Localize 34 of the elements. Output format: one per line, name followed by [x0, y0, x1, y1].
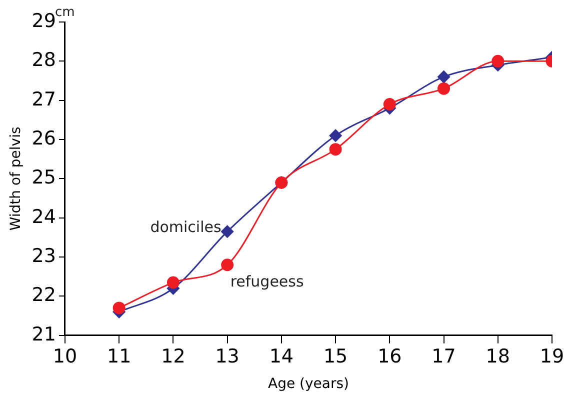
y-tick-label: 25 — [32, 166, 56, 189]
point — [492, 54, 504, 68]
series-label: domiciles — [150, 218, 222, 236]
y-axis-title: Width of pelvis — [8, 126, 24, 231]
y-tick-label: 21 — [32, 323, 56, 346]
x-tick-label: 12 — [161, 346, 186, 368]
point — [329, 129, 342, 142]
x-tick-label: 19 — [540, 346, 564, 368]
point — [221, 225, 234, 238]
y-tick-label: 26 — [32, 127, 56, 150]
x-tick-label: 14 — [269, 346, 294, 368]
point — [112, 302, 126, 314]
point — [438, 82, 450, 95]
y-tick-label: 22 — [32, 284, 56, 306]
y-tick-label: 27 — [32, 88, 56, 110]
y-tick-label: 24 — [32, 206, 56, 228]
y-tick-label: 23 — [32, 244, 56, 267]
point — [221, 258, 234, 272]
x-tick-label: 18 — [486, 346, 510, 368]
x-tick-label: 11 — [106, 346, 132, 368]
x-tick-label: 10 — [52, 346, 78, 368]
x-tick-label: 17 — [432, 346, 456, 368]
point — [438, 70, 450, 84]
x-tick-label: 15 — [323, 346, 348, 368]
point — [383, 98, 396, 111]
point — [166, 276, 180, 289]
series-label: refugeess — [230, 272, 304, 290]
x-axis-title: Age (years) — [268, 376, 349, 392]
x-tick-label: 13 — [215, 346, 240, 368]
y-tick-label: 29 — [32, 10, 56, 32]
point — [329, 143, 342, 156]
text: cm — [54, 4, 75, 20]
y-tick-label: 28 — [32, 49, 56, 72]
x-tick-label: 16 — [378, 346, 402, 368]
